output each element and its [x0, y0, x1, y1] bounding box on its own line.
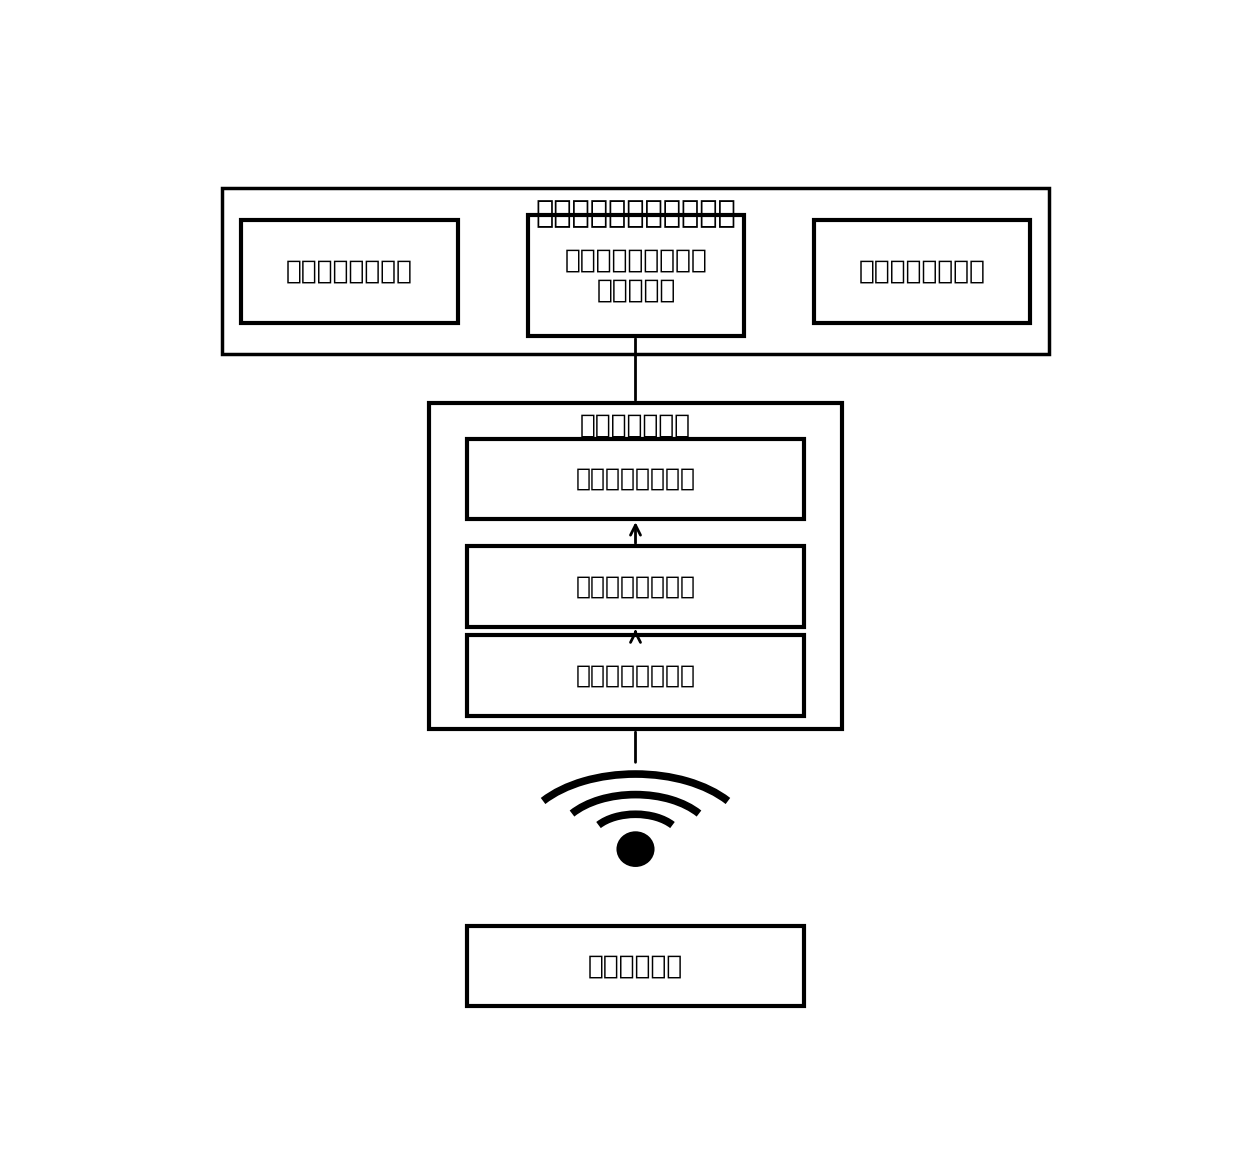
- Circle shape: [619, 834, 652, 865]
- Bar: [467, 439, 804, 519]
- Text: 基于位置单元指纹识
别定位模块: 基于位置单元指纹识 别定位模块: [564, 247, 707, 304]
- Text: 蓝牙芯片单元: 蓝牙芯片单元: [588, 953, 683, 979]
- Text: 数据源互操作模块: 数据源互操作模块: [859, 258, 986, 284]
- Bar: [528, 215, 744, 336]
- Text: 蓝牙信号收集模块: 蓝牙信号收集模块: [575, 664, 696, 687]
- Text: 危化品停车场云管理系统: 危化品停车场云管理系统: [536, 199, 735, 228]
- Bar: [467, 635, 804, 716]
- Text: 物联网基站单元: 物联网基站单元: [580, 412, 691, 439]
- Bar: [242, 219, 458, 323]
- Bar: [815, 219, 1030, 323]
- Text: 信号过滤处理模块: 信号过滤处理模块: [575, 575, 696, 598]
- Bar: [222, 188, 1049, 354]
- Bar: [429, 403, 842, 729]
- Bar: [467, 546, 804, 627]
- Bar: [467, 926, 804, 1007]
- Text: 基础信息管理模块: 基础信息管理模块: [286, 258, 413, 284]
- Text: 精炼结果输出模块: 精炼结果输出模块: [575, 467, 696, 491]
